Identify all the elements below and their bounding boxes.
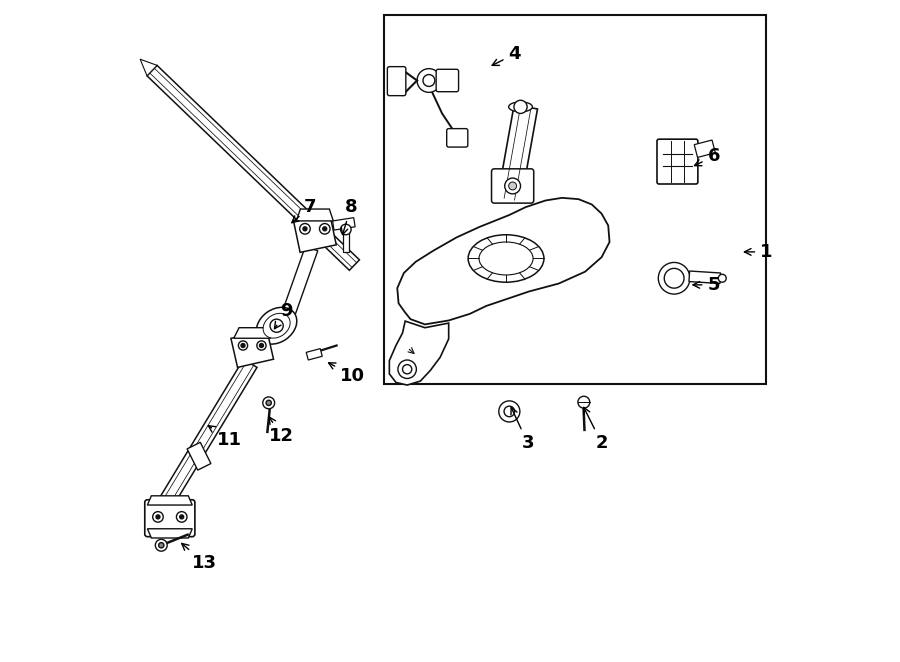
Text: 7: 7: [292, 198, 317, 222]
Circle shape: [417, 69, 441, 93]
Circle shape: [578, 397, 590, 408]
Circle shape: [514, 100, 527, 113]
Circle shape: [508, 182, 517, 190]
Circle shape: [176, 512, 187, 522]
Polygon shape: [293, 213, 337, 252]
Polygon shape: [390, 321, 449, 385]
Polygon shape: [140, 59, 158, 76]
Circle shape: [259, 344, 264, 348]
Text: 12: 12: [269, 417, 294, 446]
Circle shape: [664, 268, 684, 288]
Circle shape: [238, 341, 248, 350]
Circle shape: [323, 227, 327, 231]
Text: 6: 6: [695, 148, 720, 166]
FancyBboxPatch shape: [446, 128, 468, 147]
Circle shape: [300, 224, 310, 234]
Text: 11: 11: [209, 426, 242, 449]
Polygon shape: [158, 359, 257, 508]
Text: 3: 3: [511, 407, 534, 452]
Circle shape: [658, 262, 690, 294]
FancyBboxPatch shape: [145, 500, 195, 537]
Polygon shape: [498, 105, 537, 201]
Bar: [306, 349, 322, 360]
Polygon shape: [147, 66, 359, 270]
Circle shape: [266, 401, 272, 406]
Circle shape: [340, 224, 351, 235]
Ellipse shape: [256, 307, 297, 344]
Text: 5: 5: [693, 276, 720, 294]
Text: 9: 9: [274, 303, 292, 329]
Circle shape: [180, 515, 184, 519]
Circle shape: [153, 512, 163, 522]
Ellipse shape: [263, 313, 290, 338]
Circle shape: [263, 397, 274, 409]
Circle shape: [158, 543, 164, 548]
Circle shape: [320, 224, 330, 234]
FancyBboxPatch shape: [657, 139, 698, 184]
Polygon shape: [148, 496, 193, 505]
Polygon shape: [254, 330, 266, 344]
Circle shape: [718, 274, 726, 282]
Text: 1: 1: [744, 243, 773, 261]
Text: 13: 13: [182, 544, 217, 572]
Circle shape: [156, 540, 167, 551]
Bar: [384, 15, 767, 384]
Text: 2: 2: [584, 407, 608, 452]
Circle shape: [499, 401, 520, 422]
Polygon shape: [231, 330, 274, 367]
Polygon shape: [148, 529, 193, 538]
Ellipse shape: [508, 102, 533, 112]
Circle shape: [241, 344, 245, 348]
Circle shape: [256, 341, 266, 350]
Text: 8: 8: [341, 198, 357, 234]
Polygon shape: [283, 246, 318, 316]
Circle shape: [270, 319, 284, 332]
Polygon shape: [397, 198, 609, 324]
Circle shape: [505, 178, 520, 194]
Circle shape: [398, 360, 417, 379]
Polygon shape: [296, 209, 333, 221]
Ellipse shape: [479, 242, 533, 275]
Circle shape: [504, 406, 515, 416]
Circle shape: [156, 515, 160, 519]
Polygon shape: [234, 328, 271, 338]
Ellipse shape: [468, 235, 544, 282]
FancyBboxPatch shape: [436, 70, 459, 92]
Polygon shape: [343, 230, 349, 252]
Circle shape: [303, 227, 307, 231]
Text: 4: 4: [492, 45, 521, 66]
Circle shape: [402, 365, 412, 374]
Polygon shape: [333, 218, 356, 230]
Polygon shape: [694, 140, 716, 158]
FancyBboxPatch shape: [491, 169, 534, 203]
Text: 10: 10: [328, 363, 364, 385]
Circle shape: [423, 75, 435, 87]
FancyBboxPatch shape: [387, 67, 406, 95]
Polygon shape: [187, 442, 211, 470]
Polygon shape: [689, 271, 721, 283]
